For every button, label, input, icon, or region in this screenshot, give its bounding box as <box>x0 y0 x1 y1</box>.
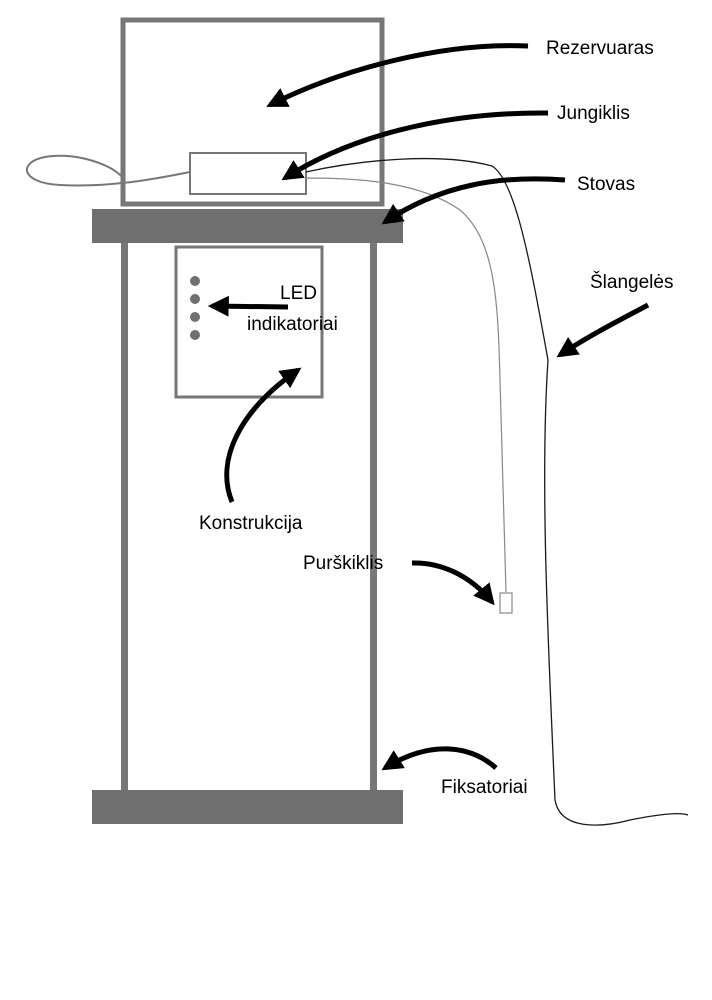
arrow-fixators <box>381 746 498 771</box>
arrow-construction <box>224 367 302 503</box>
led-dot <box>190 312 200 322</box>
label-fixators: Fiksatoriai <box>441 777 528 798</box>
label-switch: Jungiklis <box>557 103 630 124</box>
led-dot <box>190 330 200 340</box>
label-sprayer: Purškiklis <box>303 553 383 574</box>
label-stand: Stovas <box>577 174 635 195</box>
arrow-stand <box>381 176 566 225</box>
arrow-reservoir <box>266 43 529 108</box>
label-reservoir: Rezervuaras <box>546 38 654 59</box>
bottom-shelf <box>92 790 403 824</box>
main-hose <box>305 157 689 826</box>
label-led-line1: LED <box>280 283 317 304</box>
sprayer-nozzle <box>499 592 513 614</box>
sprayer-hose <box>305 177 507 593</box>
power-cable <box>26 154 191 187</box>
right-post <box>370 243 377 790</box>
reservoir-box <box>120 17 385 207</box>
label-construction: Konstrukcija <box>199 513 303 534</box>
top-shelf <box>92 209 403 243</box>
led-dot <box>190 294 200 304</box>
label-hoses: Šlangelės <box>590 271 673 293</box>
arrow-led <box>207 295 289 317</box>
led-dot <box>190 276 200 286</box>
arrow-sprayer <box>411 560 495 606</box>
left-post <box>121 243 128 790</box>
arrow-switch <box>281 110 549 181</box>
label-led-line2: indikatoriai <box>247 314 338 335</box>
arrow-hoses <box>556 302 650 358</box>
